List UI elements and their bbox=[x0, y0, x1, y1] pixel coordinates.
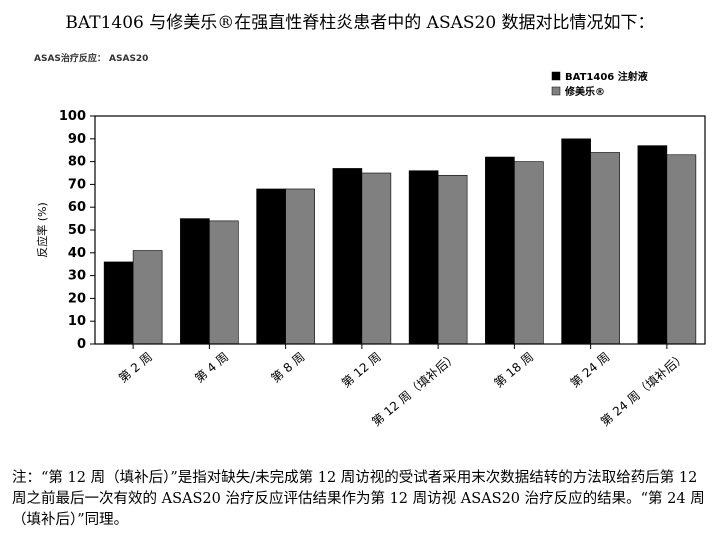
legend-label: 修美乐® bbox=[564, 85, 605, 98]
x-tick-label: 第 24 周 bbox=[568, 350, 613, 391]
bar-series-1 bbox=[637, 145, 668, 345]
x-tick-label: 第 2 周 bbox=[116, 350, 155, 386]
bar-series-2 bbox=[666, 154, 697, 345]
x-axis-ticks: 第 2 周第 4 周第 8 周第 12 周第 12 周（填补后）第 18 周第 … bbox=[116, 344, 689, 429]
bar-series-1 bbox=[180, 218, 210, 345]
y-tick-label: 90 bbox=[68, 132, 86, 147]
bar-series-1 bbox=[408, 170, 439, 345]
bar-series-2 bbox=[590, 152, 620, 345]
chart-title: ASAS治疗反应： ASAS20 bbox=[34, 52, 148, 64]
y-tick-label: 50 bbox=[68, 223, 86, 238]
bar-series-2 bbox=[209, 220, 239, 345]
bar-series-1 bbox=[103, 261, 134, 345]
x-tick-label: 第 24 周（填补后） bbox=[598, 350, 689, 429]
y-axis-label: 反应率 (%) bbox=[35, 202, 49, 258]
bar-series-2 bbox=[514, 161, 544, 345]
bar-series-2 bbox=[132, 250, 163, 345]
bar-series-2 bbox=[285, 188, 315, 345]
bar-series-1 bbox=[332, 168, 363, 345]
y-axis-ticks: 0 10 20 30 40 50 60 70 80 90 100 bbox=[59, 109, 95, 352]
y-tick-label: 10 bbox=[68, 314, 86, 329]
y-tick-label: 40 bbox=[68, 246, 86, 261]
plot-frame bbox=[94, 115, 706, 345]
footnote: 注：“第 12 周（填补后）”是指对缺失/未完成第 12 周访视的受试者采用末次… bbox=[12, 470, 705, 528]
x-tick-label: 第 12 周 bbox=[339, 350, 384, 391]
bar-series-1 bbox=[256, 188, 286, 345]
bar-series-2 bbox=[361, 172, 392, 345]
x-tick-label: 第 8 周 bbox=[268, 350, 307, 386]
x-tick-label: 第 18 周 bbox=[491, 350, 536, 391]
y-tick-label: 70 bbox=[68, 177, 86, 192]
bars-group bbox=[103, 138, 697, 345]
page-heading: BAT1406 与修美乐®在强直性脊柱炎患者中的 ASAS20 数据对比情况如下… bbox=[65, 13, 655, 33]
y-tick-label: 100 bbox=[59, 109, 86, 124]
x-tick-label: 第 12 周（填补后） bbox=[369, 350, 460, 429]
bar-series-2 bbox=[437, 174, 468, 345]
legend-swatch bbox=[551, 71, 561, 81]
legend-label: BAT1406 注射液 bbox=[565, 70, 648, 83]
x-tick-label: 第 4 周 bbox=[192, 350, 231, 386]
grouped-bar-chart: ASAS治疗反应： ASAS20 反应率 (%) 0 10 20 30 40 50 60 70… bbox=[34, 52, 706, 429]
bar-series-1 bbox=[485, 156, 515, 345]
y-tick-label: 60 bbox=[68, 200, 86, 215]
chart-container: ASAS治疗反应： ASAS20 反应率 (%) 0 10 20 30 40 50 60 70… bbox=[30, 46, 720, 446]
y-tick-label: 0 bbox=[77, 337, 86, 352]
legend-swatch bbox=[551, 86, 561, 96]
y-tick-label: 30 bbox=[68, 269, 86, 284]
y-tick-label: 20 bbox=[68, 291, 86, 306]
bar-series-1 bbox=[561, 138, 591, 345]
y-tick-label: 80 bbox=[68, 155, 86, 170]
